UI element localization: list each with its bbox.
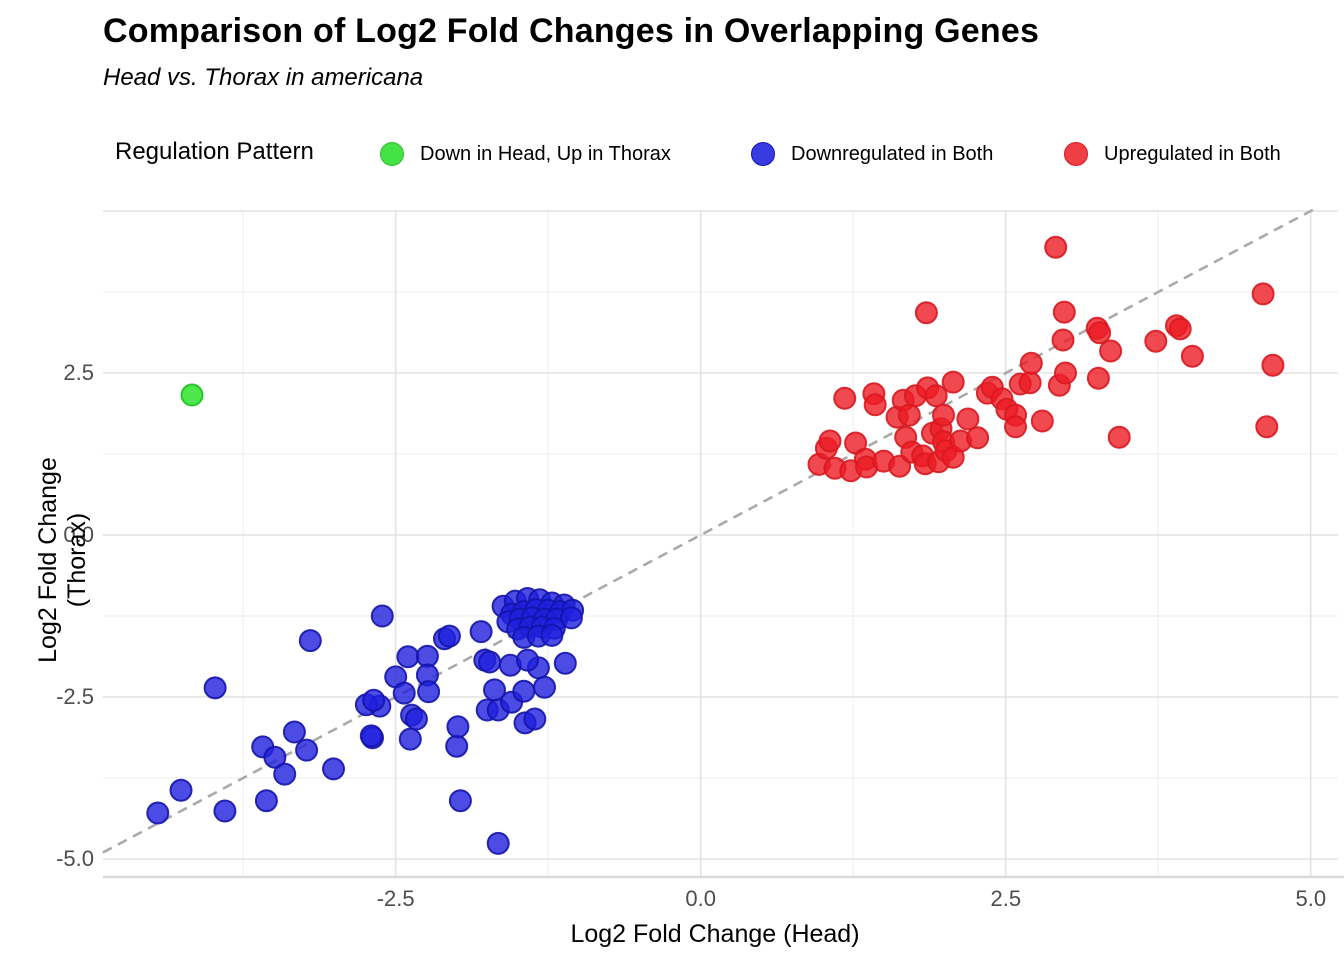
data-point-upregulated-in-both [1099,339,1123,363]
data-point-upregulated-in-both [833,386,857,410]
data-point-downregulated-in-both [516,648,539,672]
x-tick-label: -2.5 [376,886,415,911]
data-point-downregulated-in-both [523,707,547,731]
data-point-downregulated-in-both [559,606,583,630]
legend-label: Down in Head, Up in Thorax [420,142,671,165]
blue-dot-icon [751,142,775,166]
data-point-downregulated-in-both [445,734,469,758]
data-point-upregulated-in-both [941,370,965,394]
data-point-downregulated-in-both [478,650,502,674]
data-point-upregulated-in-both [1019,351,1043,375]
data-point-upregulated-in-both [1088,321,1112,345]
data-point-downregulated-in-both [404,707,428,731]
data-point-downregulated-in-both [486,831,510,855]
data-point-upregulated-in-both [956,407,980,431]
data-point-upregulated-in-both [1018,371,1042,395]
data-point-downregulated-in-both [540,623,564,647]
data-point-downregulated-in-both [392,681,416,705]
data-point-downregulated-in-both [295,738,319,762]
data-point-upregulated-in-both [897,403,921,427]
data-point-downregulated-in-both [396,645,420,669]
data-point-upregulated-in-both [1180,344,1204,368]
data-point-downregulated-in-both [362,688,386,712]
data-point-downregulated-in-both [533,675,556,699]
legend-entry-downregulated-both: Downregulated in Both [751,134,993,174]
legend-entry-down-head-up-thorax: Down in Head, Up in Thorax [380,134,671,174]
data-point-upregulated-in-both [1054,361,1077,385]
data-point-upregulated-in-both [1030,409,1054,433]
y-tick-label: 2.5 [63,360,94,385]
data-point-downregulated-in-both [359,724,383,748]
y-tick-label: -2.5 [56,684,94,709]
legend-label: Upregulated in Both [1104,142,1281,165]
data-point-upregulated-in-both [914,301,938,325]
legend-entry-upregulated-both: Upregulated in Both [1064,134,1281,174]
data-point-down-head-up-thorax [180,383,204,407]
data-point-downregulated-in-both [437,624,461,648]
y-tick-label: -5.0 [56,846,94,871]
data-point-downregulated-in-both [512,679,536,703]
red-dot-icon [1064,142,1088,166]
data-point-downregulated-in-both [282,720,306,744]
data-point-upregulated-in-both [1044,235,1068,259]
data-point-upregulated-in-both [1261,353,1285,377]
chart-subtitle: Head vs. Thorax in americana [103,64,424,91]
data-point-upregulated-in-both [1052,300,1076,324]
data-point-downregulated-in-both [254,789,278,813]
data-point-downregulated-in-both [203,676,227,700]
data-point-upregulated-in-both [1107,425,1131,449]
data-point-downregulated-in-both [398,727,422,751]
data-point-downregulated-in-both [273,762,297,786]
chart-title: Comparison of Log2 Fold Changes in Overl… [103,12,1040,50]
data-point-upregulated-in-both [1086,366,1110,390]
data-point-downregulated-in-both [370,604,394,628]
x-tick-label: 0.0 [685,886,716,911]
data-point-upregulated-in-both [1144,329,1168,353]
data-point-downregulated-in-both [298,629,322,653]
data-point-downregulated-in-both [169,778,193,802]
data-point-upregulated-in-both [1251,282,1275,306]
data-point-downregulated-in-both [322,757,345,781]
data-point-downregulated-in-both [446,715,470,739]
data-point-downregulated-in-both [263,745,287,769]
data-point-downregulated-in-both [448,789,472,813]
data-point-upregulated-in-both [818,429,842,453]
data-point-downregulated-in-both [417,680,441,704]
legend-title: Regulation Pattern [115,138,314,165]
data-point-upregulated-in-both [924,384,948,408]
legend: Regulation Pattern Down in Head, Up in T… [0,134,1344,174]
data-point-upregulated-in-both [1255,415,1279,439]
data-point-upregulated-in-both [863,393,887,417]
data-point-downregulated-in-both [553,651,577,675]
x-tick-label: 5.0 [1295,886,1327,911]
y-tick-label: 0.0 [63,522,94,547]
x-tick-label: 2.5 [990,886,1022,911]
data-point-downregulated-in-both [213,799,237,823]
data-point-upregulated-in-both [966,426,990,450]
legend-label: Downregulated in Both [791,142,994,165]
data-point-upregulated-in-both [932,403,955,427]
x-axis-title: Log2 Fold Change (Head) [570,920,860,948]
data-point-downregulated-in-both [146,801,170,825]
y-axis-title: Log2 Fold Change (Thorax) [34,457,91,663]
data-point-upregulated-in-both [1051,328,1075,352]
data-point-upregulated-in-both [1168,317,1192,341]
green-dot-icon [380,142,404,166]
data-point-upregulated-in-both [1004,415,1027,439]
data-point-downregulated-in-both [469,620,493,644]
